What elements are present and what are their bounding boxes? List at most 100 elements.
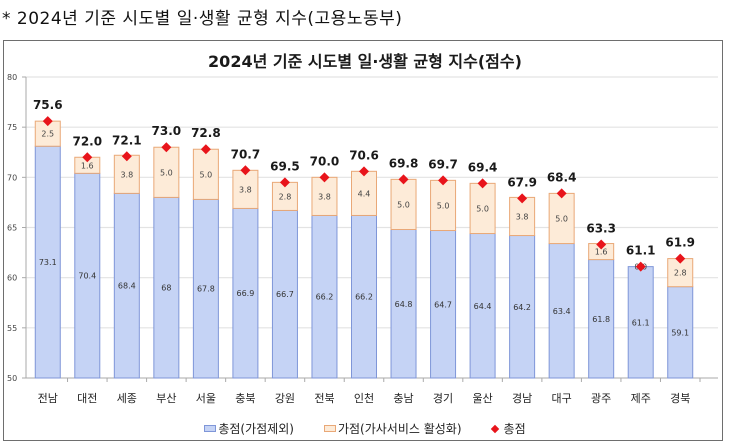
legend-label-base: 총점(가점제외) xyxy=(218,422,294,436)
total-marker xyxy=(596,239,607,250)
total-label: 72.1 xyxy=(112,133,142,147)
bar-bonus-label: 5.0 xyxy=(200,170,213,179)
bar-bonus-label: 2.5 xyxy=(41,130,54,139)
total-label: 72.0 xyxy=(72,134,102,148)
bar-base-label: 64.4 xyxy=(474,302,492,311)
bar-bonus xyxy=(469,182,496,235)
y-tick-label: 65 xyxy=(7,224,17,233)
total-marker xyxy=(82,152,93,163)
bar-base-label: 66.7 xyxy=(276,290,294,299)
bar-base xyxy=(34,145,61,379)
x-category-label: 경남 xyxy=(512,392,532,405)
y-tick-label: 70 xyxy=(7,173,17,182)
bar-base-label: 59.1 xyxy=(671,328,689,337)
x-category-label: 부산 xyxy=(156,392,176,405)
bar-bonus-label: 4.4 xyxy=(358,189,371,198)
bar-base xyxy=(232,207,259,379)
legend-label-total: 총점 xyxy=(503,422,526,436)
bar-base xyxy=(469,233,496,379)
bar-base-label: 66.2 xyxy=(316,293,334,302)
y-tick-label: 80 xyxy=(7,73,17,82)
bar-base-label: 67.8 xyxy=(197,285,215,294)
bar-bonus-label: 5.0 xyxy=(437,201,450,210)
x-category-label: 대구 xyxy=(552,392,572,405)
total-label: 75.6 xyxy=(33,98,63,112)
bar-bonus-label: 5.0 xyxy=(555,214,568,223)
total-marker xyxy=(200,144,211,155)
bar-bonus-label: 1.6 xyxy=(81,161,94,170)
bar-bonus xyxy=(153,146,180,198)
x-category-label: 강원 xyxy=(275,392,295,405)
total-label: 73.0 xyxy=(152,124,182,138)
x-category-label: 충북 xyxy=(235,392,255,405)
bar-base xyxy=(351,214,377,379)
total-label: 63.3 xyxy=(586,222,616,236)
total-marker xyxy=(556,188,567,199)
bar-base-label: 61.1 xyxy=(632,318,650,327)
total-marker xyxy=(359,166,369,177)
total-marker xyxy=(121,151,132,162)
y-tick-label: 75 xyxy=(7,123,17,132)
bar-base xyxy=(548,243,575,379)
total-marker xyxy=(398,174,409,185)
bar-base-label: 66.2 xyxy=(355,293,373,302)
legend-swatch-bonus xyxy=(323,425,336,432)
bar-base-label: 64.7 xyxy=(434,300,452,309)
total-marker xyxy=(319,172,330,183)
total-marker xyxy=(240,165,251,176)
bar-bonus-label: 2.8 xyxy=(279,192,292,201)
bar-base xyxy=(192,198,219,379)
total-label: 61.1 xyxy=(626,244,656,258)
total-label: 69.8 xyxy=(389,156,419,170)
bar-base-label: 66.9 xyxy=(237,289,255,298)
x-category-label: 광주 xyxy=(591,392,611,405)
bar-bonus-label: 2.8 xyxy=(674,269,687,278)
total-label: 69.7 xyxy=(428,157,458,171)
bar-bonus-label: 5.0 xyxy=(397,200,410,209)
total-label: 69.4 xyxy=(468,160,498,174)
bar-base-label: 64.8 xyxy=(395,300,413,309)
bar-base-label: 64.2 xyxy=(513,303,531,312)
total-marker xyxy=(675,253,686,264)
bar-bonus-label: 3.8 xyxy=(318,192,331,201)
x-category-label: 세종 xyxy=(117,392,137,405)
bar-base-label: 68.4 xyxy=(118,282,136,291)
bar-bonus-label: 3.8 xyxy=(120,170,133,179)
bar-base-label: 61.8 xyxy=(592,315,610,324)
bar-base-label: 73.1 xyxy=(39,258,57,267)
legend-label-bonus: 가점(가사서비스 활성화) xyxy=(337,422,462,436)
total-marker xyxy=(635,261,646,272)
total-label: 70.0 xyxy=(310,154,340,168)
bar-bonus-label: 5.0 xyxy=(160,168,173,177)
bar-base-label: 68 xyxy=(161,284,171,293)
bar-base-label: 70.4 xyxy=(78,272,96,281)
legend-swatch-base xyxy=(204,425,217,432)
total-marker xyxy=(517,193,528,204)
bar-base xyxy=(271,209,298,379)
x-category-label: 울산 xyxy=(472,392,492,405)
bar-base-label: 63.4 xyxy=(553,307,571,316)
total-label: 69.5 xyxy=(270,159,300,173)
total-label: 68.4 xyxy=(547,170,577,184)
x-category-label: 경북 xyxy=(670,392,690,405)
x-category-label: 전남 xyxy=(38,392,58,405)
legend-item-base: 총점(가점제외) xyxy=(204,420,294,437)
total-marker xyxy=(42,116,53,127)
bar-base xyxy=(311,214,338,379)
total-label: 70.7 xyxy=(231,147,261,161)
bar-bonus xyxy=(430,179,457,232)
caption: * 2024년 기준 시도별 일·생활 균형 지수(고용노동부) xyxy=(2,9,403,29)
x-category-label: 인천 xyxy=(354,391,374,405)
total-label: 61.9 xyxy=(665,236,695,250)
legend-item-total: 총점 xyxy=(490,420,526,437)
legend: 총점(가점제외) 가점(가사서비스 활성화) 총점 xyxy=(0,420,730,437)
x-category-label: 충남 xyxy=(393,392,413,405)
total-marker xyxy=(438,175,449,186)
chart-title: 2024년 기준 시도별 일·생활 균형 지수(점수) xyxy=(208,52,522,71)
total-marker xyxy=(279,177,290,188)
total-label: 70.6 xyxy=(349,148,379,162)
bar-base xyxy=(430,230,457,379)
bar-bonus xyxy=(232,169,259,209)
bar-bonus-label: 3.8 xyxy=(516,212,529,221)
